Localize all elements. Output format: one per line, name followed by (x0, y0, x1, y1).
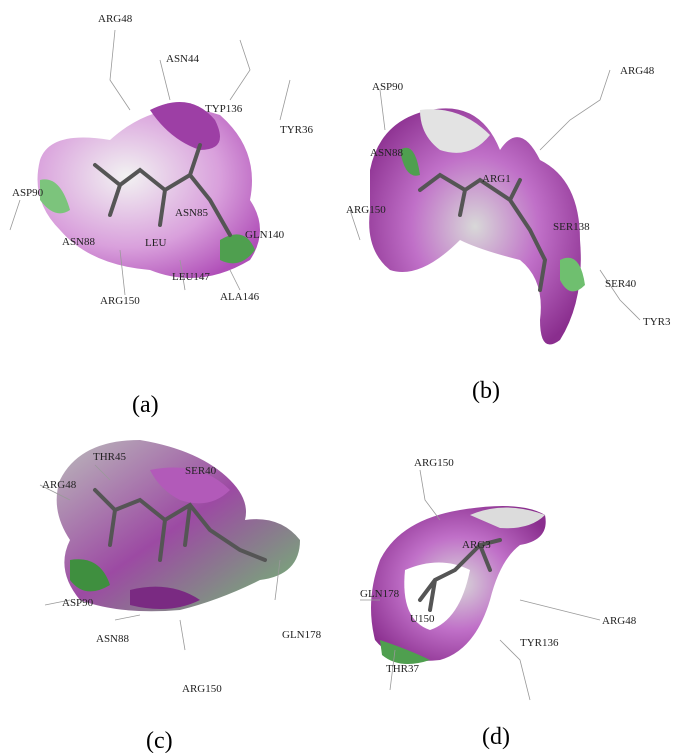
residue-label: THR45 (93, 451, 127, 463)
residue-label: ARG150 (414, 457, 454, 469)
residue-label: ARG48 (98, 13, 133, 25)
page: ARG48 ASN44 TYP136 TYR36 ASP90 ASN85 LEU… (0, 0, 673, 753)
residue-label: ARG150 (182, 683, 222, 695)
residue-label: ASN88 (62, 236, 96, 248)
panel-a: ARG48 ASN44 TYP136 TYR36 ASP90 ASN85 LEU… (10, 13, 314, 418)
residue-label: TYR36 (280, 124, 314, 136)
residue-label: ASN85 (175, 207, 209, 219)
residue-label: ASP90 (372, 81, 404, 93)
residue-label: LEU147 (172, 271, 210, 283)
residue-label: ARG48 (42, 479, 77, 491)
residue-label: GLN178 (282, 629, 322, 641)
residue-label: ARG3 (462, 539, 491, 551)
residue-label: ALA146 (220, 291, 260, 303)
residue-label: U150 (410, 613, 435, 625)
panel-label: (a) (132, 392, 159, 418)
residue-label: SER40 (185, 465, 217, 477)
residue-label: ASP90 (12, 187, 44, 199)
residue-label: ASN88 (370, 147, 404, 159)
residue-label: ARG48 (602, 615, 637, 627)
panel-label: (c) (146, 728, 173, 753)
panel-label: (d) (482, 724, 510, 750)
panel-b: ARG48 ASP90 ASN88 ARG1 ARG150 SER138 SER… (346, 65, 671, 404)
residue-label: SER40 (605, 278, 637, 290)
residue-label: ARG150 (346, 204, 386, 216)
residue-label: ARG48 (620, 65, 655, 77)
residue-label: GLN178 (360, 588, 400, 600)
residue-label: TYR136 (520, 637, 559, 649)
residue-label: TYP136 (205, 103, 243, 115)
panel-d: ARG150 ARG3 GLN178 U150 THR37 TYR136 ARG… (360, 457, 637, 750)
panel-c: THR45 SER40 ARG48 ASP90 ASN88 GLN178 ARG… (40, 440, 322, 753)
residue-label: TYR3 (643, 316, 671, 328)
residue-label: ASP90 (62, 597, 94, 609)
residue-label: THR37 (386, 663, 420, 675)
residue-label: ARG1 (482, 173, 511, 185)
panel-label: (b) (472, 378, 500, 404)
residue-label: LEU (145, 237, 166, 249)
residue-label: GLN140 (245, 229, 285, 241)
residue-label: ARG150 (100, 295, 140, 307)
residue-label: ASN44 (166, 53, 200, 65)
figure: ARG48 ASN44 TYP136 TYR36 ASP90 ASN85 LEU… (0, 0, 673, 753)
residue-label: ASN88 (96, 633, 130, 645)
residue-label: SER138 (553, 221, 590, 233)
